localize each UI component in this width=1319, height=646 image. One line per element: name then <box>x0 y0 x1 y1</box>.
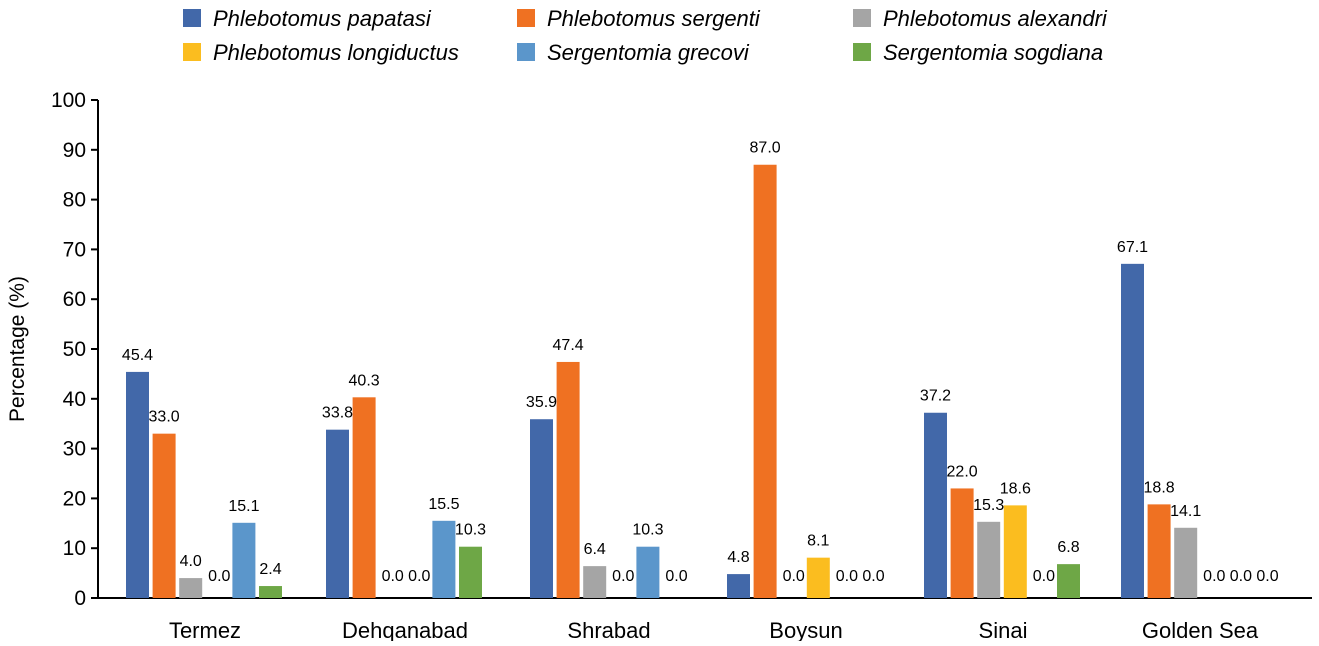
x-axis: Termez Dehqanabad Shrabad Boysun Sinai Golden… <box>169 618 1259 643</box>
bar <box>179 578 203 598</box>
y-tick-label: 10 <box>63 537 86 560</box>
data-label: 18.6 <box>1000 480 1031 497</box>
bar <box>950 488 974 598</box>
bar <box>977 521 1001 598</box>
y-tick-label: 50 <box>63 338 86 361</box>
data-label: 15.5 <box>428 496 459 513</box>
legend-swatch <box>183 9 201 27</box>
data-label: 47.4 <box>553 337 584 354</box>
x-tick-label: Termez <box>169 618 241 641</box>
data-label: 45.4 <box>122 347 153 364</box>
data-label: 15.3 <box>973 497 1004 514</box>
bar <box>1003 505 1027 598</box>
legend-swatch <box>853 43 871 61</box>
legend-label: Phlebotomus papatasi <box>213 6 432 31</box>
bars: 45.433.04.00.015.12.433.840.30.0 0.015.51… <box>122 140 1279 599</box>
data-label: 18.8 <box>1144 479 1175 496</box>
x-tick-label: Golden Sea <box>1142 618 1259 641</box>
legend-label: Sergentomia grecovi <box>547 40 750 65</box>
data-label: 2.4 <box>259 561 281 578</box>
data-label: 33.8 <box>322 405 353 422</box>
y-tick-label: 70 <box>63 238 86 261</box>
data-label: 0.0 <box>1256 568 1278 585</box>
y-tick-label: 20 <box>63 487 86 510</box>
legend: Phlebotomus papatasi Phlebotomus sergenti… <box>183 6 1108 65</box>
y-axis-label: Percentage (%) <box>6 276 29 422</box>
bar <box>636 546 660 598</box>
x-tick-label: Sinai <box>979 618 1028 641</box>
y-tick-label: 90 <box>63 139 86 162</box>
y-axis: 0 10 20 30 40 50 60 70 80 90 100 <box>51 89 1312 610</box>
bar <box>352 397 376 598</box>
legend-swatch <box>853 9 871 27</box>
legend-label: Phlebotomus longiductus <box>213 40 459 65</box>
legend-swatch <box>517 9 535 27</box>
data-label: 87.0 <box>750 140 781 157</box>
data-label: 37.2 <box>920 388 951 405</box>
x-tick-label: Shrabad <box>567 618 650 641</box>
legend-label: Phlebotomus sergenti <box>547 6 761 31</box>
x-tick-label: Boysun <box>769 618 842 641</box>
data-label: 10.3 <box>632 522 663 539</box>
bar <box>1174 527 1198 598</box>
data-label: 14.1 <box>1170 503 1201 520</box>
data-label: 6.4 <box>584 541 606 558</box>
bar <box>727 574 750 598</box>
y-tick-label: 40 <box>63 388 86 411</box>
bar <box>126 371 149 598</box>
y-tick-label: 80 <box>63 189 86 212</box>
bar <box>924 412 947 598</box>
y-tick-label: 60 <box>63 288 86 311</box>
data-label: 0.0 <box>208 568 230 585</box>
legend-label: Phlebotomus alexandri <box>883 6 1108 31</box>
data-label: 0.0 <box>783 568 805 585</box>
data-label: 8.1 <box>807 533 829 550</box>
data-label: 0.0 <box>382 568 404 585</box>
data-label: 22.0 <box>947 463 978 480</box>
legend-swatch <box>517 43 535 61</box>
data-label: 0.0 <box>862 568 884 585</box>
data-label: 67.1 <box>1117 239 1148 256</box>
data-label: 10.3 <box>455 522 486 539</box>
data-label: 33.0 <box>149 409 180 426</box>
legend-swatch <box>183 43 201 61</box>
data-label: 0.0 <box>612 568 634 585</box>
bar <box>530 419 553 598</box>
data-label: 40.3 <box>349 372 380 389</box>
data-label: 35.9 <box>526 394 557 411</box>
bar <box>259 586 282 598</box>
bar <box>432 520 456 598</box>
legend-label: Sergentomia sogdiana <box>883 40 1103 65</box>
data-label: 4.8 <box>727 549 749 566</box>
data-label: 0.0 <box>1203 568 1225 585</box>
bar <box>1147 504 1171 598</box>
y-tick-label: 0 <box>74 587 86 610</box>
bar <box>1121 263 1144 598</box>
data-label: 4.0 <box>180 553 202 570</box>
data-label: 0.0 <box>1230 568 1252 585</box>
data-label: 0.0 <box>408 568 430 585</box>
bar <box>583 566 607 598</box>
data-label: 0.0 <box>665 568 687 585</box>
bar <box>152 433 176 598</box>
bar <box>1057 564 1080 598</box>
x-tick-label: Dehqanabad <box>342 618 468 641</box>
bar <box>753 164 777 599</box>
data-label: 0.0 <box>1033 568 1055 585</box>
data-label: 15.1 <box>228 498 259 515</box>
bar <box>232 522 256 598</box>
y-tick-label: 30 <box>63 438 86 461</box>
bar <box>556 361 580 598</box>
data-label: 0.0 <box>836 568 858 585</box>
data-label: 6.8 <box>1057 539 1079 556</box>
bar <box>326 429 349 598</box>
bar <box>459 546 482 598</box>
bar <box>806 557 830 598</box>
y-tick-label: 100 <box>51 89 86 112</box>
